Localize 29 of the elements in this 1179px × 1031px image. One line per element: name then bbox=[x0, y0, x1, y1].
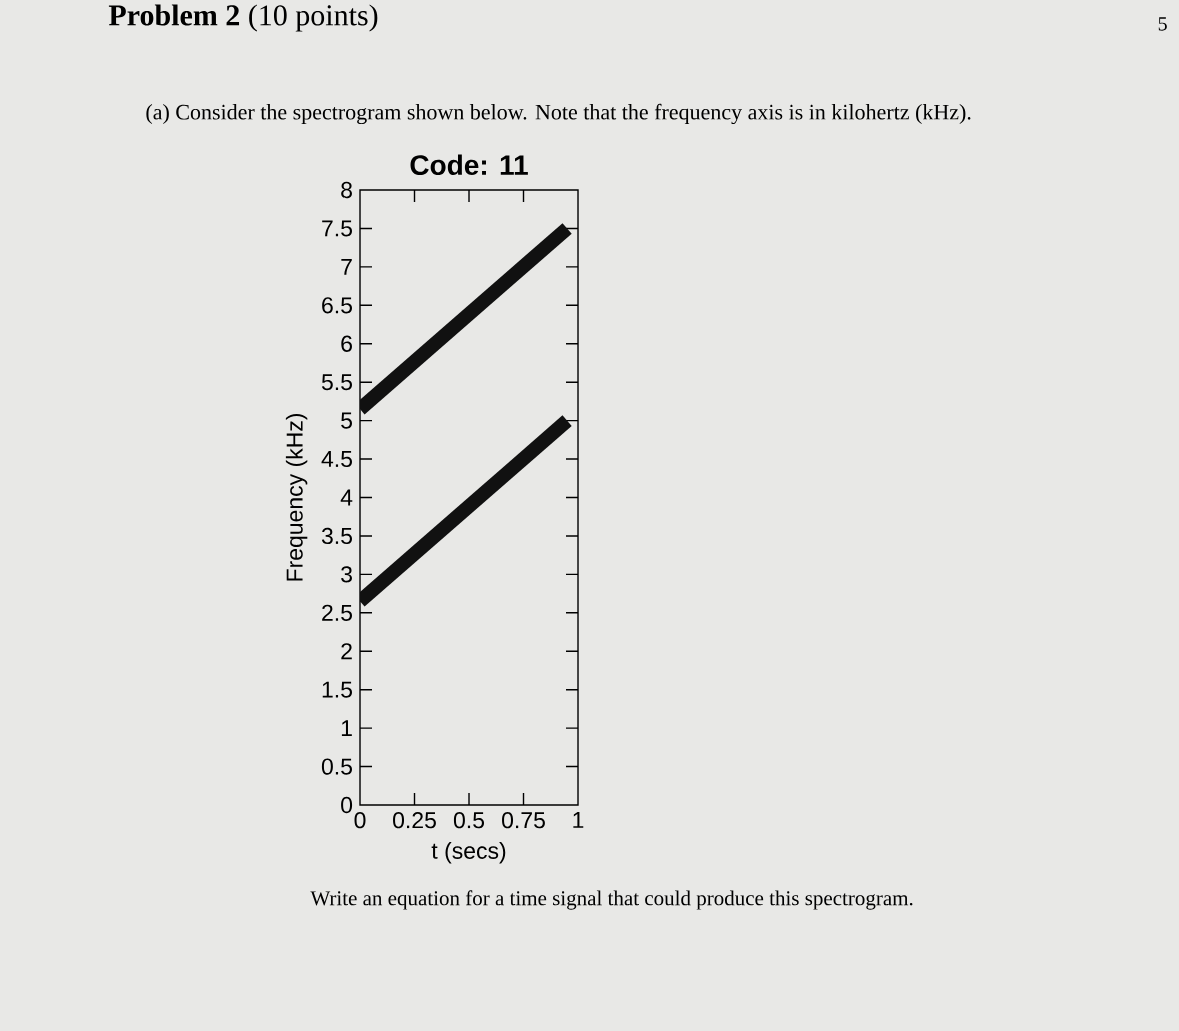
y-tick-label: 5.5 bbox=[321, 374, 352, 391]
y-tick-label: 2 bbox=[341, 643, 352, 660]
y-axis-title: Frequency (kHz) bbox=[285, 413, 308, 581]
text: Write an equation for a time signal that could produce this spectrogram. bbox=[310, 890, 913, 910]
x-tick-label: 0.25 bbox=[393, 812, 436, 829]
x-tick-label: 0.5 bbox=[453, 812, 485, 829]
y-tick-label: 0.5 bbox=[321, 758, 352, 775]
text: Problem 2 (10 points) bbox=[108, 4, 378, 32]
text: 5 bbox=[1158, 17, 1167, 31]
y-tick-label: 6 bbox=[341, 335, 352, 352]
y-tick-label: 2.5 bbox=[322, 604, 352, 621]
y-tick-label: 5 bbox=[341, 412, 352, 429]
y-tick-label: 8 bbox=[341, 181, 352, 199]
text: (a) Consider the spectrogram shown below. Note that the frequency axis is in kilohertz (kHz). bbox=[146, 103, 971, 125]
y-tick-label: 4 bbox=[340, 489, 353, 506]
y-tick-label: 0 bbox=[341, 796, 353, 814]
y-tick-label: 3 bbox=[341, 566, 352, 583]
x-tick-label: 0 bbox=[354, 812, 366, 829]
x-tick-label: 0.75 bbox=[502, 812, 545, 829]
y-tick-label: 7 bbox=[341, 258, 352, 275]
x-axis-title: t (secs) bbox=[431, 842, 506, 864]
y-tick-label: 4.5 bbox=[321, 451, 352, 468]
y-tick-label: 1 bbox=[341, 720, 352, 737]
x-tick-label: 1 bbox=[573, 812, 584, 828]
y-tick-label: 1.5 bbox=[322, 681, 352, 698]
y-tick-label: 6.5 bbox=[322, 297, 352, 314]
y-tick-label: 7.5 bbox=[322, 220, 352, 237]
y-tick-label: 3.5 bbox=[321, 527, 352, 545]
chart-title: Code: 11 bbox=[410, 154, 528, 176]
